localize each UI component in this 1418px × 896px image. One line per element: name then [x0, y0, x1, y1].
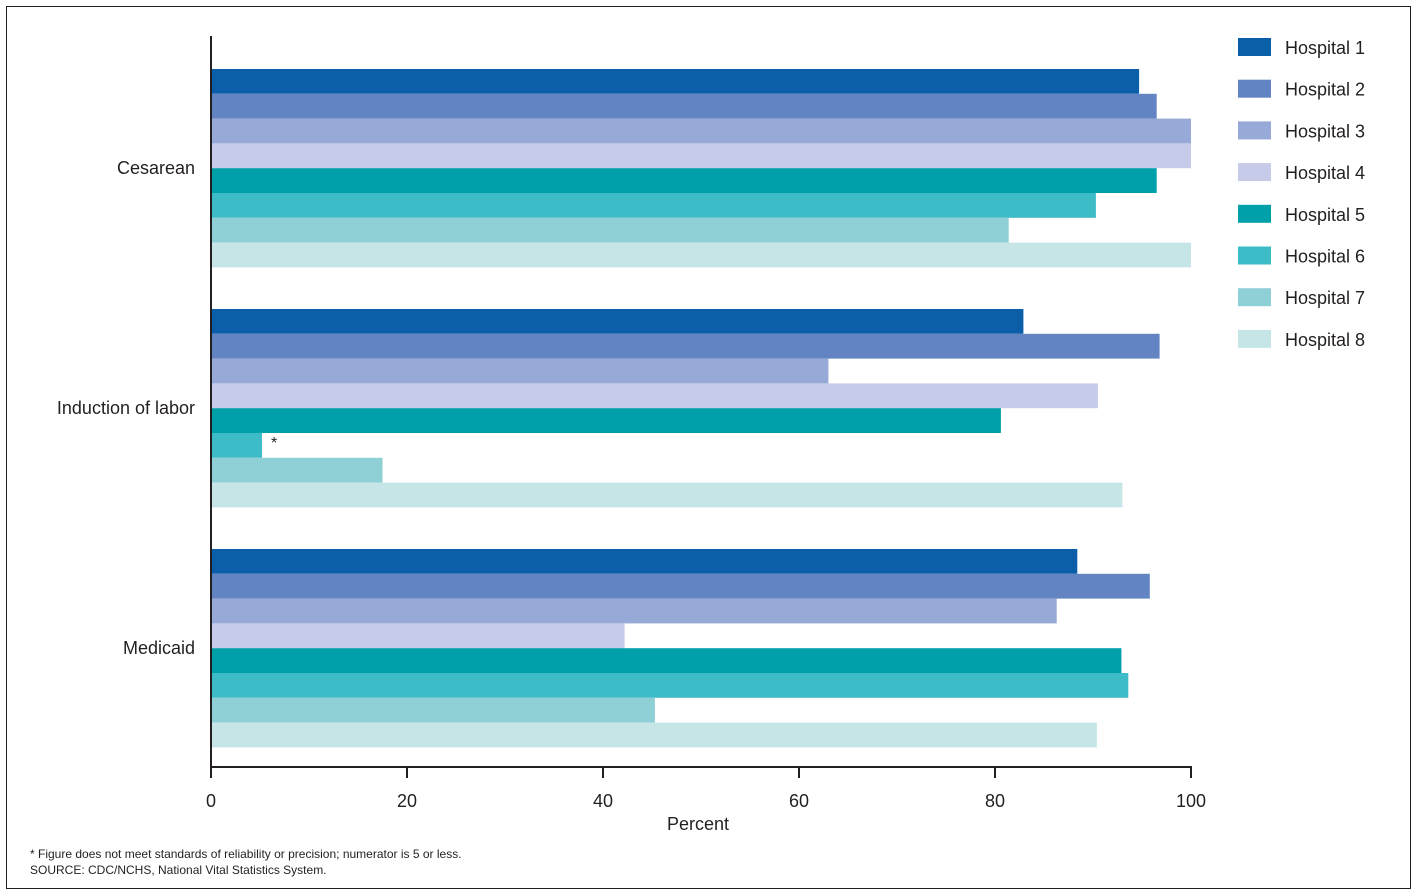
chart-frame — [6, 6, 1411, 889]
bar-induction-of-labor-hospital-5 — [211, 408, 1001, 433]
x-axis-label: Percent — [667, 814, 729, 834]
legend-swatch-hospital-8 — [1238, 329, 1271, 348]
bar-cesarean-hospital-4 — [211, 143, 1191, 169]
bar-cesarean-hospital-6 — [211, 193, 1096, 218]
bar-medicaid-hospital-8 — [211, 722, 1097, 748]
bar-induction-of-labor-hospital-1 — [211, 309, 1024, 334]
bar-induction-of-labor-hospital-2 — [211, 333, 1160, 359]
legend-label-hospital-8: Hospital 8 — [1285, 330, 1365, 350]
bar-induction-of-labor-hospital-3 — [211, 358, 829, 384]
bar-cesarean-hospital-7 — [211, 217, 1009, 243]
legend-label-hospital-5: Hospital 5 — [1285, 205, 1365, 225]
legend-label-hospital-2: Hospital 2 — [1285, 80, 1365, 100]
bar-medicaid-hospital-6 — [211, 673, 1129, 698]
x-tick-label: 60 — [789, 791, 809, 811]
legend-label-hospital-6: Hospital 6 — [1285, 247, 1365, 267]
annotation-layer: * — [271, 435, 277, 452]
x-tick-label: 0 — [206, 791, 216, 811]
bar-induction-of-labor-hospital-8 — [211, 482, 1123, 508]
legend-label-hospital-4: Hospital 4 — [1285, 163, 1365, 183]
bar-induction-of-labor-hospital-4 — [211, 383, 1098, 409]
legend-label-hospital-1: Hospital 1 — [1285, 38, 1365, 58]
legend-swatch-hospital-5 — [1238, 204, 1271, 223]
bar-cesarean-hospital-1 — [211, 69, 1140, 94]
bar-medicaid-hospital-1 — [211, 549, 1078, 574]
x-tick-label: 100 — [1176, 791, 1206, 811]
bar-medicaid-hospital-2 — [211, 573, 1150, 599]
bar-cesarean-hospital-5 — [211, 168, 1157, 193]
bars-layer — [211, 69, 1191, 748]
axis-layer: Cesarean Induction of labor Medicaid 0 20 40 6… — [57, 36, 1206, 811]
legend-swatch-hospital-2 — [1238, 79, 1271, 98]
legend: Hospital 1 Hospital 2 Hospital 3 Hospital 4… — [1238, 38, 1365, 350]
annotation-asterisk: * — [271, 435, 277, 452]
bar-cesarean-hospital-3 — [211, 118, 1191, 144]
legend-swatch-hospital-3 — [1238, 121, 1271, 140]
bar-medicaid-hospital-4 — [211, 623, 625, 649]
bar-medicaid-hospital-5 — [211, 648, 1122, 673]
legend-label-hospital-3: Hospital 3 — [1285, 121, 1365, 141]
legend-swatch-hospital-6 — [1238, 246, 1271, 265]
bar-induction-of-labor-hospital-6 — [211, 433, 262, 458]
legend-swatch-hospital-1 — [1238, 38, 1271, 56]
bar-cesarean-hospital-2 — [211, 93, 1157, 119]
x-tick-label: 20 — [397, 791, 417, 811]
legend-swatch-hospital-4 — [1238, 163, 1271, 182]
footnote-reliability: * Figure does not meet standards of reli… — [30, 847, 462, 861]
bar-cesarean-hospital-8 — [211, 242, 1191, 268]
category-label: Induction of labor — [57, 398, 195, 418]
x-tick-label: 40 — [593, 791, 613, 811]
legend-swatch-hospital-7 — [1238, 288, 1271, 307]
category-label: Medicaid — [123, 638, 195, 658]
bar-medicaid-hospital-3 — [211, 598, 1057, 624]
category-label: Cesarean — [117, 158, 195, 178]
source-note: SOURCE: CDC/NCHS, National Vital Statist… — [30, 863, 327, 877]
x-tick-label: 80 — [985, 791, 1005, 811]
bar-medicaid-hospital-7 — [211, 697, 655, 723]
legend-label-hospital-7: Hospital 7 — [1285, 288, 1365, 308]
bar-induction-of-labor-hospital-7 — [211, 457, 383, 483]
